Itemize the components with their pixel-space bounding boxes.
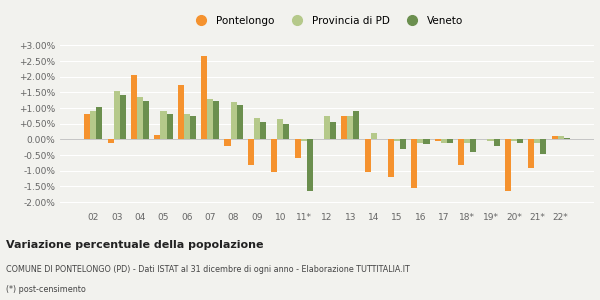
Bar <box>236 105 242 140</box>
Text: (*) post-censimento: (*) post-censimento <box>6 286 86 295</box>
Bar <box>190 116 196 140</box>
Bar <box>371 133 377 140</box>
Bar <box>114 91 120 140</box>
Bar <box>563 138 570 140</box>
Bar <box>447 140 453 142</box>
Bar <box>167 114 173 140</box>
Bar <box>178 85 184 140</box>
Bar <box>470 140 476 152</box>
Bar <box>248 140 254 164</box>
Bar <box>137 97 143 140</box>
Bar <box>230 102 236 140</box>
Bar <box>365 140 371 172</box>
Bar <box>201 56 207 140</box>
Bar <box>91 111 97 140</box>
Bar <box>540 140 547 154</box>
Bar <box>347 116 353 140</box>
Bar <box>424 140 430 144</box>
Bar <box>160 111 167 140</box>
Bar <box>441 140 447 142</box>
Bar <box>434 140 441 141</box>
Bar <box>494 140 500 146</box>
Legend: Pontelongo, Provincia di PD, Veneto: Pontelongo, Provincia di PD, Veneto <box>187 12 467 30</box>
Bar <box>517 140 523 142</box>
Bar <box>330 122 336 140</box>
Text: COMUNE DI PONTELONGO (PD) - Dati ISTAT al 31 dicembre di ogni anno - Elaborazion: COMUNE DI PONTELONGO (PD) - Dati ISTAT a… <box>6 265 410 274</box>
Bar <box>254 118 260 140</box>
Bar <box>271 140 277 172</box>
Bar <box>283 124 289 140</box>
Bar <box>154 135 160 140</box>
Bar <box>324 116 330 140</box>
Bar <box>534 140 540 142</box>
Bar <box>120 95 126 140</box>
Bar <box>107 140 114 142</box>
Text: Variazione percentuale della popolazione: Variazione percentuale della popolazione <box>6 239 263 250</box>
Bar <box>207 99 213 140</box>
Bar <box>301 140 307 141</box>
Bar <box>143 101 149 140</box>
Bar <box>557 136 563 140</box>
Bar <box>400 140 406 149</box>
Bar <box>511 140 517 141</box>
Bar <box>412 140 418 188</box>
Bar <box>464 140 470 142</box>
Bar <box>487 140 494 141</box>
Bar <box>458 140 464 164</box>
Bar <box>184 114 190 140</box>
Bar <box>307 140 313 191</box>
Bar <box>295 140 301 158</box>
Bar <box>84 114 91 140</box>
Bar <box>418 140 424 142</box>
Bar <box>131 75 137 140</box>
Bar <box>97 107 103 140</box>
Bar <box>224 140 230 146</box>
Bar <box>388 140 394 177</box>
Bar <box>528 140 534 168</box>
Bar <box>551 136 557 140</box>
Bar <box>394 140 400 141</box>
Bar <box>505 140 511 191</box>
Bar <box>260 122 266 140</box>
Bar <box>353 111 359 140</box>
Bar <box>277 119 283 140</box>
Bar <box>213 101 220 140</box>
Bar <box>341 116 347 140</box>
